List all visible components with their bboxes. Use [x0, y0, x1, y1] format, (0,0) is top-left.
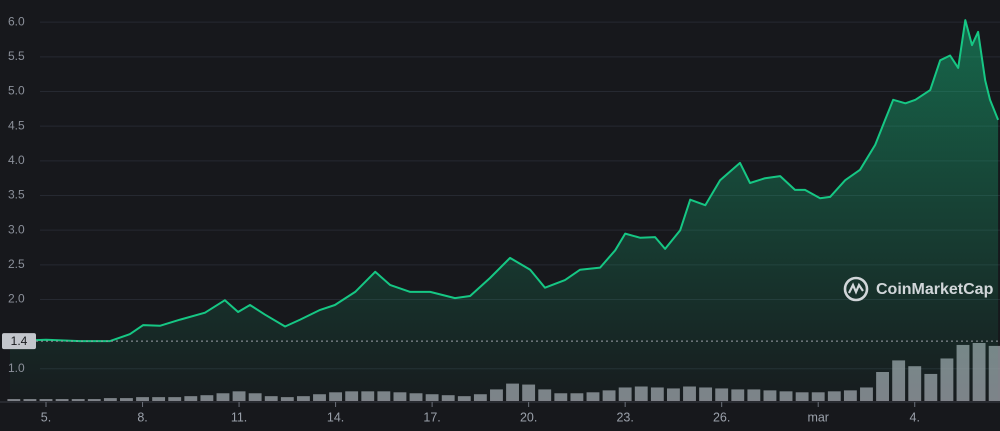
x-tick-label: 8. — [137, 410, 147, 424]
area-fill — [9, 20, 999, 400]
volume-bar — [23, 399, 37, 401]
x-tick-label: 26. — [713, 410, 730, 424]
x-tick-label: 11. — [231, 410, 247, 424]
y-tick-label: 3.5 — [8, 188, 25, 202]
volume-bar — [55, 399, 69, 401]
grid — [40, 21, 1000, 370]
volume-bar — [39, 399, 53, 401]
reference-box — [2, 333, 36, 350]
logo — [843, 276, 869, 302]
y-tick-label: 5.0 — [8, 84, 25, 98]
x-tick-label: mar — [807, 410, 829, 424]
price-line — [9, 19, 1000, 343]
y-tick-label: 1.0 — [8, 361, 25, 375]
watermark: CoinMarketCap — [843, 276, 994, 302]
logo-mark — [848, 282, 864, 295]
y-tick-label: 2.5 — [8, 257, 25, 271]
y-tick-label: 2.0 — [8, 292, 25, 306]
reference-label: 1.4 — [11, 334, 28, 348]
y-tick-label: 4.0 — [8, 153, 25, 167]
x-tick-label: 20. — [520, 410, 537, 424]
x-tick-label: 4. — [910, 410, 920, 424]
y-tick-label: 6.0 — [8, 14, 25, 28]
x-tick-label: 14. — [327, 410, 344, 424]
volume-bar — [71, 399, 85, 401]
x-tick-label: 17. — [423, 410, 440, 424]
y-tick-label: 4.5 — [8, 118, 25, 132]
x-tick-label: 5. — [41, 410, 51, 424]
volume-bar — [87, 399, 101, 401]
y-tick-label: 5.5 — [8, 49, 25, 63]
x-tick-label: 23. — [616, 410, 633, 424]
axes: 1.0 2.0 2.5 3.0 3.5 4.0 4.5 5.0 5.5 6.0 5. 8. 11. 14.… — [0, 14, 1000, 424]
volume-bar — [7, 399, 21, 401]
price — [9, 19, 1000, 400]
y-tick-label: 3.0 — [8, 222, 25, 236]
watermark-text: CoinMarketCap — [876, 281, 994, 298]
